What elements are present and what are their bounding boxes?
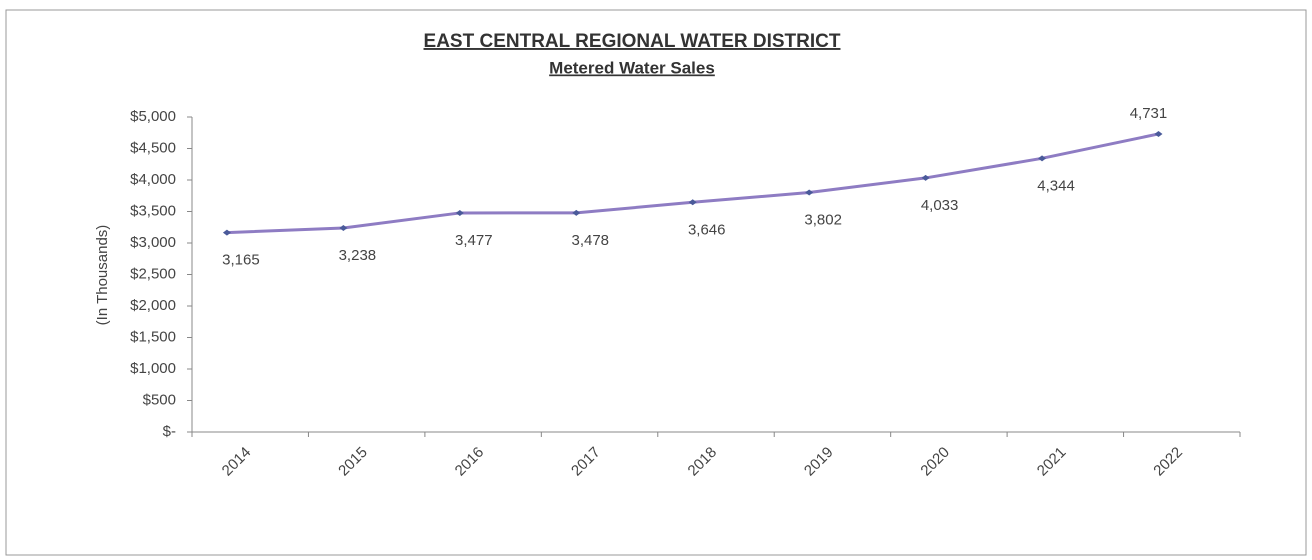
x-tick-label: 2014 — [219, 444, 255, 480]
x-tick-label: 2020 — [917, 444, 953, 480]
marker — [921, 174, 930, 181]
x-tick-label: 2021 — [1034, 444, 1070, 480]
marker — [1154, 130, 1163, 137]
y-tick-label: $3,000 — [130, 234, 176, 251]
data-label: 4,033 — [921, 197, 959, 214]
y-tick-label: $2,500 — [130, 265, 176, 282]
y-tick-label: $2,000 — [130, 297, 176, 314]
marker — [222, 229, 231, 236]
data-label: 3,478 — [571, 232, 609, 249]
data-label: 4,731 — [1130, 105, 1168, 122]
data-label: 4,344 — [1037, 177, 1075, 194]
y-tick-label: $1,500 — [130, 328, 176, 345]
x-tick-label: 2019 — [801, 444, 837, 480]
y-tick-label: $3,500 — [130, 202, 176, 219]
data-label: 3,802 — [804, 211, 842, 228]
y-tick-label: $1,000 — [130, 360, 176, 377]
y-tick-label: $500 — [143, 391, 176, 408]
y-axis-label: (In Thousands) — [94, 225, 111, 326]
data-label: 3,646 — [688, 221, 726, 238]
y-tick-label: $4,000 — [130, 171, 176, 188]
x-tick-label: 2016 — [452, 444, 488, 480]
data-label: 3,165 — [222, 252, 260, 269]
data-label: 3,477 — [455, 232, 493, 249]
x-tick-label: 2017 — [568, 444, 604, 480]
y-tick-label: $4,500 — [130, 139, 176, 156]
line — [226, 132, 1159, 235]
y-tick-label: $5,000 — [130, 108, 176, 125]
marker — [1038, 155, 1047, 162]
x-tick-label: 2018 — [685, 444, 721, 480]
x-tick-label: 2015 — [335, 444, 371, 480]
x-tick-label: 2022 — [1150, 444, 1186, 480]
marker — [455, 209, 464, 216]
y-tick-label: $- — [163, 423, 176, 440]
frame — [5, 9, 1307, 556]
chart-subtitle: Metered Water Sales — [549, 58, 715, 77]
data-label: 3,238 — [339, 247, 377, 264]
marker — [339, 225, 348, 232]
marker — [805, 189, 814, 196]
chart-title: EAST CENTRAL REGIONAL WATER DISTRICT — [424, 31, 841, 52]
marker — [572, 209, 581, 216]
marker — [688, 199, 697, 206]
